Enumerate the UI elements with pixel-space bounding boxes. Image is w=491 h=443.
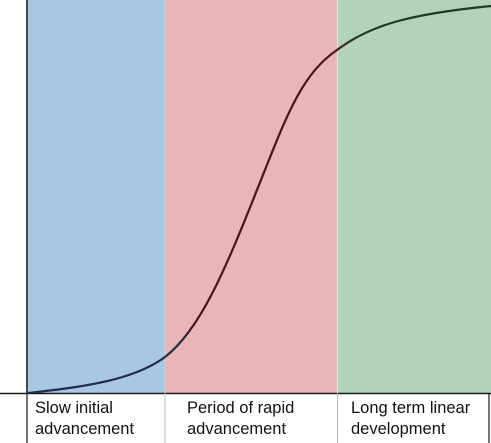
phase-label-slow-line-2: advancement — [35, 420, 135, 438]
phase-label-rapid: Period of rapid advancement — [187, 398, 294, 440]
phase-label-rapid-line-2: advancement — [187, 420, 287, 438]
phase-band-linear — [337, 0, 491, 393]
phase-label-rapid-line-1: Period of rapid — [187, 399, 295, 417]
phase-band-slow — [28, 0, 165, 393]
phase-label-linear-line-2: development — [351, 420, 446, 438]
phase-label-slow: Slow initial advancement — [35, 398, 134, 440]
phase-label-slow-line-1: Slow initial — [35, 399, 113, 417]
s-curve-line — [26, 4, 491, 395]
phase-label-linear: Long term linear development — [351, 398, 470, 440]
phase-band-rapid — [165, 0, 337, 393]
phase-label-linear-line-1: Long term linear — [351, 399, 471, 417]
